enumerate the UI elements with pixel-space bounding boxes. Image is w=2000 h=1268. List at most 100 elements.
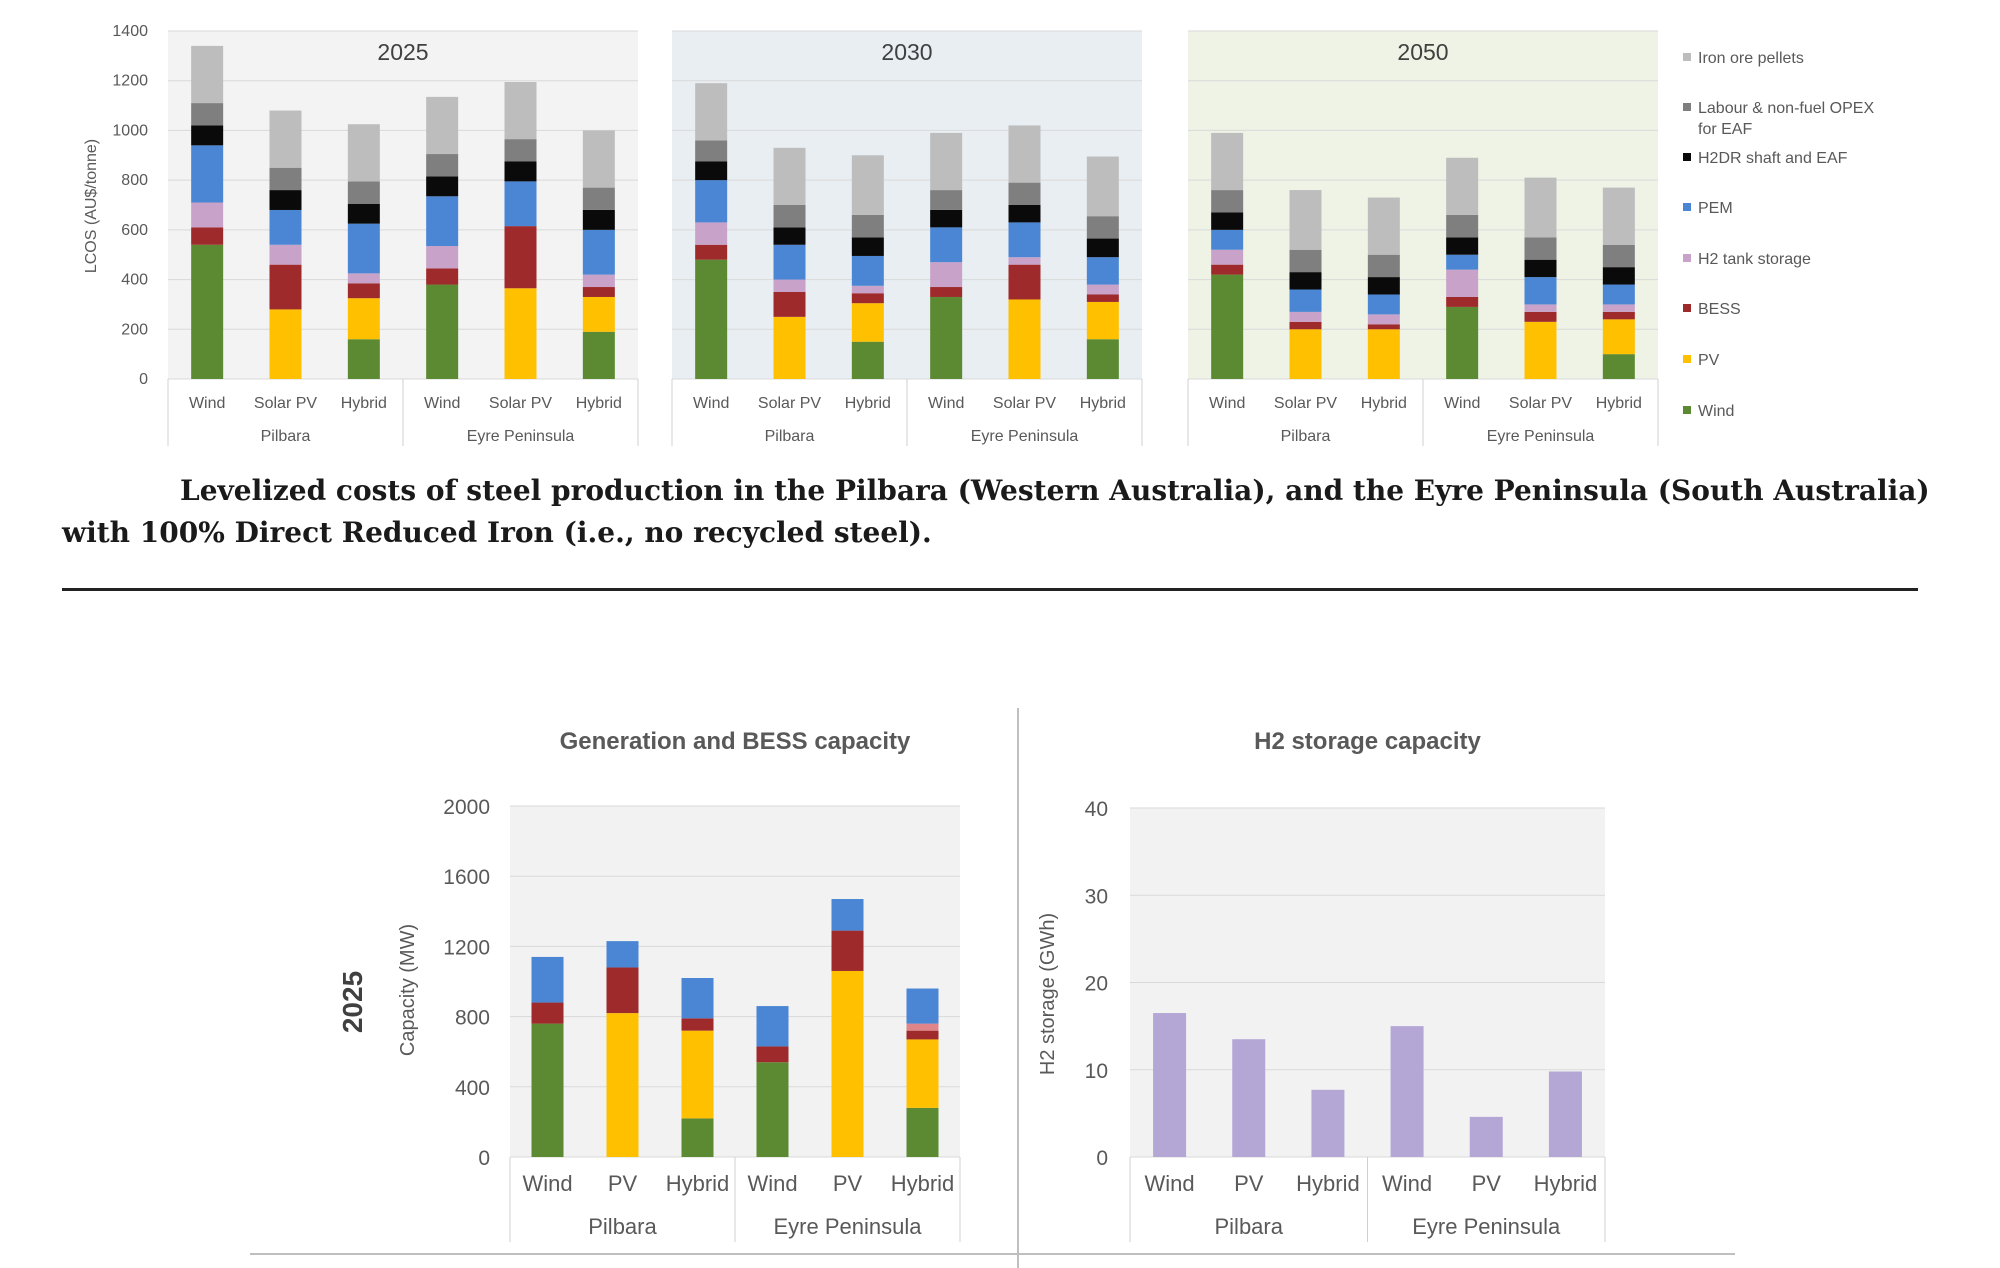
group-label: Pilbara [1281,428,1331,445]
legend-label: H2 tank storage [1698,251,1811,268]
x-tick-label: Hybrid [341,395,387,412]
chart-title: H2 storage capacity [1254,728,1481,755]
bar-segment-pv [504,288,537,379]
bar-segment-pem [756,1006,789,1047]
bar-segment-labour [426,154,459,177]
bar-segment-h2dr_eaf [1446,237,1479,255]
legend-swatch [1683,53,1691,61]
bar-segment-pv [347,298,380,340]
x-tick-label: Solar PV [1274,395,1337,412]
x-tick-label: Solar PV [1509,395,1572,412]
legend-label-line1: Labour & non-fuel OPEX [1698,100,1874,117]
bar-segment-iron_ore [1289,190,1322,250]
x-tick-label: Hybrid [1361,395,1407,412]
row-label: 2025 [337,971,368,1033]
bar-segment-h2dr_eaf [1524,259,1557,278]
bar-segment-labour [930,190,963,210]
y-tick-label: 600 [121,222,148,239]
bar-segment-pv [1289,329,1322,379]
bar-segment-h2_tank [1086,284,1119,295]
bar-segment-bess [681,1018,714,1031]
bar-segment-pem [773,244,806,280]
bar-segment-labour [1008,182,1041,205]
bar-segment-bess [504,226,537,289]
bar-segment-h2_tank [1367,314,1400,325]
group-label: Pilbara [261,428,311,445]
bar-segment-iron_ore [1446,157,1479,215]
legend-label: PEM [1698,200,1733,217]
bar-segment-h2_tank [269,244,302,265]
bar-segment-iron_ore [1211,132,1244,191]
x-tick-label: Hybrid [1296,1171,1360,1196]
legend-swatch [1683,103,1691,111]
bar-segment-wind [1086,339,1119,379]
bar-segment-bess [851,293,884,304]
y-tick-label: 0 [139,371,148,388]
bar-segment-h2dr_eaf [504,161,537,182]
bar-segment-iron_ore [773,147,806,205]
y-tick-label: 0 [478,1147,490,1170]
bar-segment-pem [606,941,639,968]
bar-segment-pem [1289,289,1322,312]
bar-segment-labour [1524,237,1557,260]
y-tick-label: 10 [1085,1060,1108,1083]
bar-segment-h2_tank [1211,249,1244,265]
group-label: Eyre Peninsula [774,1214,923,1239]
x-tick-label: Wind [424,395,460,412]
y-tick-label: 0 [1096,1147,1108,1170]
bar-segment-h2dr_eaf [1008,205,1041,223]
bar-segment-bess [1086,294,1119,302]
legend-label-line2: for EAF [1698,121,1752,138]
y-tick-label: 1200 [443,936,490,959]
bar-segment-pv [1524,321,1557,379]
bar-segment-pem [831,899,864,931]
y-tick-label: 1600 [443,866,490,889]
y-axis-label: LCOS (AU$/tonne) [83,139,100,273]
bar-segment-pem [1211,229,1244,250]
x-tick-label: Wind [189,395,225,412]
bar-segment-pv [906,1039,939,1108]
legend-label: Iron ore pellets [1698,50,1804,67]
bar-segment-h2_tank [1289,311,1322,322]
bar-segment-bess [831,930,864,971]
group-label: Eyre Peninsula [971,428,1079,445]
bar-segment-bess [756,1046,789,1063]
group-label: Eyre Peninsula [1412,1214,1561,1239]
bar-segment-pem [191,145,224,203]
legend-label: PV [1698,352,1720,369]
bar-segment-h2_tank [1008,257,1041,265]
bar-segment-bess [347,283,380,299]
bar-segment-bess [606,967,639,1014]
bar-segment-h2dr_eaf [1211,212,1244,230]
bar-segment-labour [695,140,728,162]
bar-segment-labour [773,205,806,228]
bar-segment-iron_ore [426,96,459,155]
y-tick-label: 200 [121,321,148,338]
bar-segment-bess [930,287,963,297]
bar-segment-h2dr_eaf [191,125,224,146]
legend-swatch [1683,254,1691,262]
bar-segment-h2_tank [930,262,963,288]
bar-segment-wind [930,296,963,379]
bar-segment-wind [191,244,224,379]
bar-segment-pem [531,956,564,1003]
bar-segment-pv [1367,329,1400,379]
bar-segment-h2dr_eaf [695,161,728,181]
bar-segment-bess [531,1002,564,1024]
legend-label: BESS [1698,301,1741,318]
bar-segment-wind [582,331,615,379]
legend-swatch [1683,406,1691,414]
bar-segment-h2_tank [695,222,728,245]
bar-segment-pv [851,303,884,342]
bar-segment-pem [426,196,459,247]
bar-segment-bess [1602,311,1635,320]
bar-segment-pem [1524,277,1557,305]
bar-segment-pv [269,309,302,379]
bar-segment-pv_bess_pink [906,1023,939,1031]
y-tick-label: 800 [455,1007,490,1030]
bar-segment-iron_ore [191,45,224,104]
plot-area [510,806,960,1157]
x-tick-label: Solar PV [489,395,552,412]
bar-segment-pv [1008,299,1041,379]
